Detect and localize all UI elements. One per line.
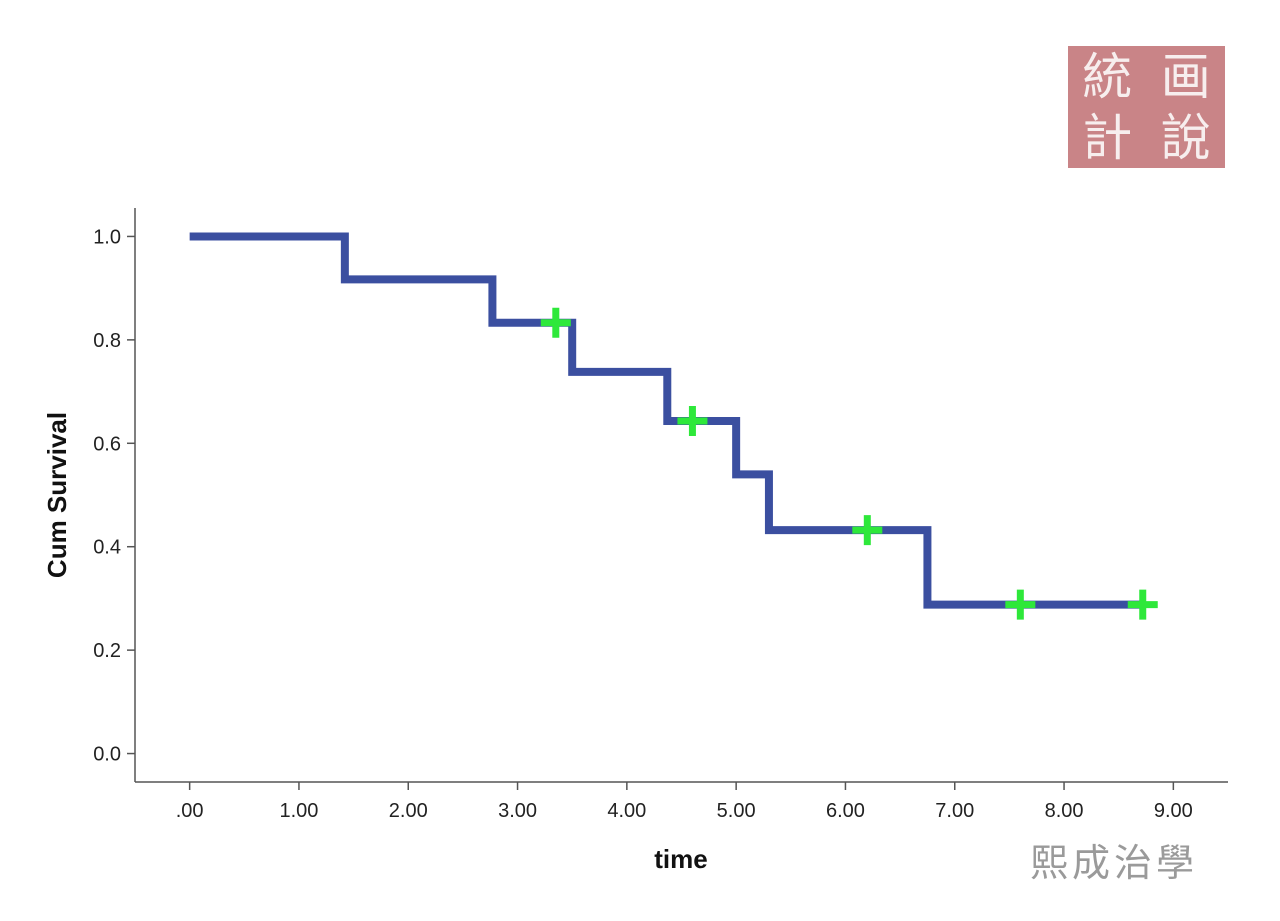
x-tick-label: 7.00: [935, 800, 974, 822]
censor-marker: [852, 515, 883, 546]
seal-char: 統: [1082, 47, 1133, 106]
watermark-text: 熙成治學: [1030, 841, 1199, 885]
x-axis-label: time: [654, 844, 707, 874]
seal-stamp: 統 画 計 說: [1068, 46, 1225, 168]
seal-char: 画: [1160, 47, 1211, 106]
x-tick-label: 4.00: [607, 800, 646, 822]
censor-marker: [540, 307, 571, 338]
censor-marker: [1005, 589, 1036, 620]
x-tick-label: 1.00: [279, 800, 318, 822]
survival-step-line: [189, 232, 1147, 609]
x-tick-label: 9.00: [1154, 800, 1193, 822]
y-tick-label: 0.8: [93, 330, 121, 352]
seal-char: 計: [1082, 108, 1133, 167]
x-tick-label: 2.00: [389, 800, 428, 822]
x-tick-label: 5.00: [717, 800, 756, 822]
seal-char: 說: [1160, 108, 1211, 167]
x-tick-label: 8.00: [1045, 800, 1084, 822]
censor-marker: [1127, 589, 1158, 620]
y-axis-label: Cum Survival: [42, 412, 72, 578]
y-tick-label: 1.0: [93, 226, 121, 248]
x-tick-label: 6.00: [826, 800, 865, 822]
censor-marker: [677, 406, 708, 437]
y-tick-label: 0.0: [93, 744, 121, 766]
y-tick-label: 0.6: [93, 433, 121, 455]
y-tick-label: 0.4: [93, 537, 121, 559]
x-tick-label: .00: [176, 800, 204, 822]
y-tick-label: 0.2: [93, 640, 121, 662]
x-tick-label: 3.00: [498, 800, 537, 822]
